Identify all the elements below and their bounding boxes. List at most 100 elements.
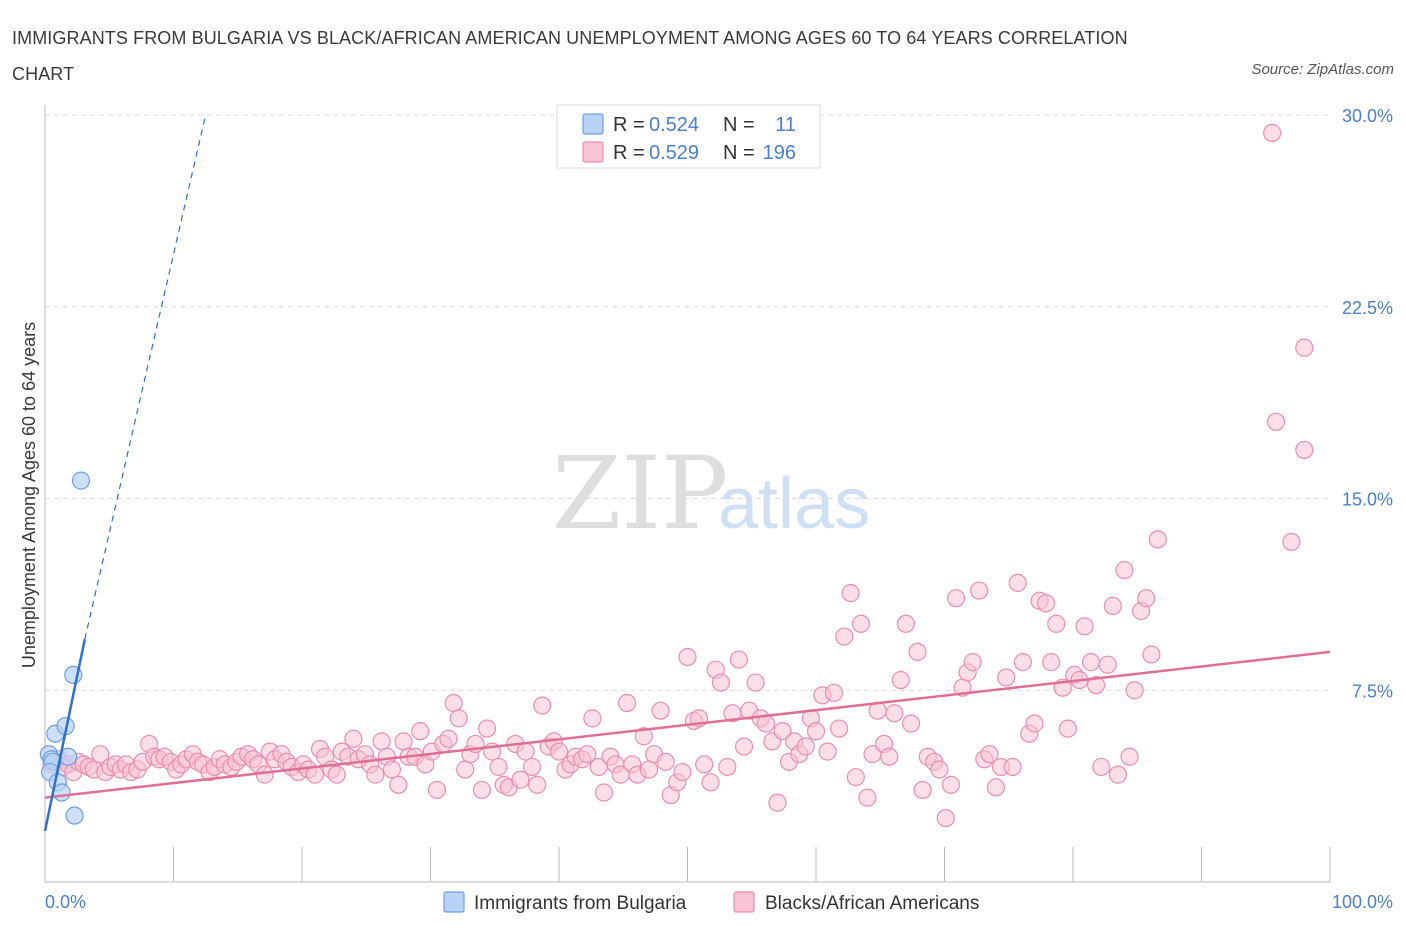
data-point-black bbox=[913, 780, 932, 800]
x-tick-label: 0.0% bbox=[45, 892, 86, 912]
legend-n-value: 11 bbox=[775, 114, 796, 136]
data-point-black bbox=[824, 683, 844, 702]
data-point-black bbox=[639, 760, 659, 779]
trend-lines bbox=[43, 114, 1331, 832]
data-point-black bbox=[963, 653, 982, 672]
data-point-black bbox=[382, 760, 402, 779]
data-point-black bbox=[908, 642, 927, 662]
legend-r-label: R = bbox=[613, 114, 645, 136]
data-point-black bbox=[711, 673, 731, 692]
data-point-black bbox=[549, 742, 569, 761]
data-point-black bbox=[986, 778, 1006, 797]
trend-line-black bbox=[44, 650, 1331, 799]
data-point-black bbox=[673, 762, 692, 782]
data-point-black bbox=[1148, 530, 1167, 549]
data-point-black bbox=[773, 722, 792, 741]
data-point-black bbox=[885, 704, 904, 723]
data-point-black bbox=[522, 757, 542, 777]
data-point-black bbox=[946, 589, 966, 608]
data-point-black bbox=[768, 793, 787, 812]
data-point-black bbox=[818, 742, 837, 761]
data-point-black bbox=[618, 693, 637, 713]
data-point-black bbox=[1266, 412, 1286, 431]
data-point-black bbox=[1295, 440, 1314, 460]
legend-r-value: 0.524 bbox=[649, 114, 699, 136]
data-point-black bbox=[851, 614, 871, 633]
data-point-black bbox=[411, 722, 430, 741]
data-point-black bbox=[583, 709, 602, 728]
data-point-black bbox=[806, 722, 826, 741]
data-point-black bbox=[970, 581, 989, 600]
data-point-black bbox=[729, 650, 749, 669]
data-point-black bbox=[1137, 589, 1156, 608]
data-point-black bbox=[1120, 747, 1139, 766]
data-point-black bbox=[1042, 653, 1061, 672]
data-point-black bbox=[1282, 532, 1301, 552]
data-point-black bbox=[372, 732, 391, 751]
data-point-black bbox=[439, 729, 458, 748]
data-point-black bbox=[1125, 681, 1144, 700]
data-point-black bbox=[1003, 757, 1022, 777]
y-tick-label: 22.5% bbox=[1342, 298, 1393, 318]
data-point-black bbox=[394, 732, 413, 751]
bottom-legend-black: Blacks/African Americans bbox=[765, 893, 979, 914]
data-point-black bbox=[1081, 653, 1101, 672]
data-point-black bbox=[1075, 617, 1094, 636]
y-tick-label: 30.0% bbox=[1342, 106, 1393, 126]
bottom-legend-swatch-black bbox=[733, 891, 755, 913]
data-point-bulgaria bbox=[71, 471, 91, 490]
data-point-black bbox=[718, 757, 737, 777]
data-point-black bbox=[746, 673, 765, 692]
x-tick-labels: 0.0% 100.0% bbox=[45, 892, 1393, 912]
legend-n-label: N = bbox=[723, 142, 755, 164]
data-point-black bbox=[528, 775, 547, 794]
data-point-black bbox=[796, 737, 815, 756]
data-point-black bbox=[936, 808, 955, 828]
data-point-black bbox=[594, 783, 614, 802]
data-point-black bbox=[456, 760, 475, 779]
data-point-black bbox=[91, 745, 110, 764]
correlation-legend: R = 0.524 N = 11 R = 0.529 N = 196 bbox=[556, 104, 821, 169]
data-point-black bbox=[896, 614, 916, 633]
data-point-bulgaria bbox=[65, 806, 84, 825]
data-point-black bbox=[830, 719, 849, 738]
data-point-black bbox=[891, 670, 910, 690]
data-point-black bbox=[1087, 676, 1106, 695]
watermark-zip: ZIP bbox=[552, 435, 728, 552]
bottom-legend-swatch-bulgaria bbox=[443, 891, 465, 913]
data-point-black bbox=[366, 765, 385, 784]
data-point-black bbox=[1295, 338, 1314, 357]
data-point-black bbox=[980, 745, 999, 764]
y-tick-label: 15.0% bbox=[1342, 490, 1393, 510]
data-point-black bbox=[477, 719, 497, 738]
y-tick-labels: 7.5% 15.0% 22.5% 30.0% bbox=[1342, 106, 1393, 701]
data-point-black bbox=[656, 752, 675, 771]
data-point-black bbox=[858, 788, 877, 807]
trend-line-bulgaria-extension bbox=[84, 114, 207, 640]
data-point-black bbox=[449, 709, 468, 728]
data-point-black bbox=[1047, 614, 1066, 633]
data-point-black bbox=[1103, 596, 1122, 615]
data-point-black bbox=[678, 647, 697, 667]
legend-n-label: N = bbox=[723, 114, 755, 136]
data-point-black bbox=[516, 742, 535, 761]
data-point-black bbox=[1115, 560, 1134, 580]
data-point-black bbox=[472, 780, 491, 800]
legend-r-label: R = bbox=[613, 142, 645, 164]
data-point-black bbox=[634, 727, 653, 746]
x-tick-label: 100.0% bbox=[1332, 892, 1393, 912]
data-point-black bbox=[695, 755, 714, 774]
data-point-black bbox=[1092, 757, 1111, 777]
source-label: Source: ZipAtlas.com bbox=[1251, 61, 1394, 78]
data-point-black bbox=[841, 583, 860, 603]
data-point-black bbox=[489, 757, 508, 777]
legend-swatch-black bbox=[582, 141, 604, 163]
data-point-black bbox=[1025, 714, 1044, 733]
trend-line-bulgaria bbox=[43, 638, 87, 832]
legend-n-value: 196 bbox=[763, 142, 796, 164]
data-point-black bbox=[1036, 594, 1056, 613]
legend-r-value: 0.529 bbox=[649, 142, 699, 164]
data-point-black bbox=[1013, 653, 1032, 672]
data-point-black bbox=[427, 780, 447, 800]
